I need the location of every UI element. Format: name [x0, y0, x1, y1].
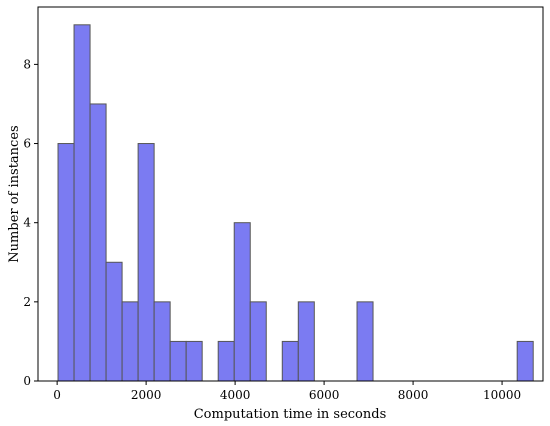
- histogram-bar: [281, 340, 299, 382]
- x-axis-ticks: 0 2000 4000 6000 8000 10000: [53, 381, 521, 402]
- histogram-bar: [185, 340, 203, 382]
- histogram-bar: [217, 340, 235, 382]
- histogram-bar: [137, 143, 155, 382]
- histogram-bar: [297, 301, 315, 382]
- x-tick-label: 2000: [131, 388, 162, 402]
- histogram-bar: [356, 301, 374, 382]
- x-axis-label: Computation time in seconds: [194, 407, 387, 422]
- x-tick-label: 10000: [483, 388, 521, 402]
- histogram-bar: [73, 24, 91, 382]
- y-tick-label: 0: [23, 374, 31, 388]
- y-axis-label: Number of instances: [7, 125, 22, 262]
- histogram-bar: [121, 301, 139, 382]
- y-tick-label: 4: [23, 216, 31, 230]
- y-tick-label: 2: [23, 295, 31, 309]
- y-tick-label: 8: [23, 57, 31, 71]
- y-tick-label: 6: [23, 137, 31, 151]
- histogram-bar: [169, 340, 187, 382]
- histogram-bar: [89, 103, 107, 382]
- x-tick-label: 6000: [309, 388, 340, 402]
- histogram-bar: [516, 340, 534, 382]
- histogram-bar: [233, 222, 251, 382]
- plot-frame: [37, 6, 544, 382]
- histogram-bar: [57, 143, 75, 382]
- x-tick-label: 8000: [398, 388, 429, 402]
- histogram-bar: [153, 301, 171, 382]
- x-tick-label: 4000: [220, 388, 251, 402]
- histogram-bar: [105, 261, 123, 382]
- bars-group: [57, 24, 534, 382]
- x-tick-label: 0: [53, 388, 61, 402]
- y-axis-ticks: 0 2 4 6 8: [23, 57, 38, 388]
- histogram-bar: [249, 301, 267, 382]
